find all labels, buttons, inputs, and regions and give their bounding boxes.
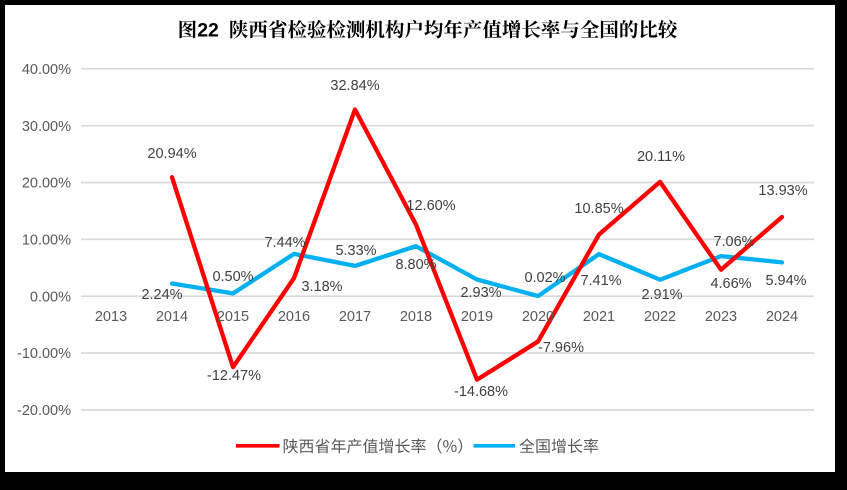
svg-text:3.18%: 3.18% bbox=[301, 279, 342, 295]
svg-text:-12.47%: -12.47% bbox=[207, 368, 261, 384]
svg-text:2017: 2017 bbox=[339, 309, 371, 325]
svg-text:0.02%: 0.02% bbox=[524, 270, 565, 286]
svg-text:2.91%: 2.91% bbox=[641, 287, 682, 303]
svg-text:2020: 2020 bbox=[522, 309, 554, 325]
svg-text:32.84%: 32.84% bbox=[330, 78, 379, 94]
svg-text:22: 22 bbox=[197, 20, 219, 42]
svg-text:20.94%: 20.94% bbox=[147, 146, 196, 162]
svg-text:-7.96%: -7.96% bbox=[538, 340, 584, 356]
svg-text:2018: 2018 bbox=[400, 309, 432, 325]
svg-text:7.41%: 7.41% bbox=[580, 273, 621, 289]
svg-text:-14.68%: -14.68% bbox=[454, 384, 508, 400]
svg-text:30.00%: 30.00% bbox=[22, 119, 71, 135]
svg-text:-10.00%: -10.00% bbox=[17, 346, 71, 362]
svg-text:2023: 2023 bbox=[705, 309, 737, 325]
svg-text:2019: 2019 bbox=[461, 309, 493, 325]
svg-text:2021: 2021 bbox=[583, 309, 615, 325]
svg-text:2022: 2022 bbox=[644, 309, 676, 325]
svg-text:2013: 2013 bbox=[95, 309, 127, 325]
svg-text:4.66%: 4.66% bbox=[710, 276, 751, 292]
svg-text:20.00%: 20.00% bbox=[22, 176, 71, 192]
svg-text:-20.00%: -20.00% bbox=[17, 403, 71, 419]
svg-text:7.06%: 7.06% bbox=[713, 234, 754, 250]
svg-text:8.80%: 8.80% bbox=[395, 257, 436, 273]
svg-text:7.44%: 7.44% bbox=[264, 235, 305, 251]
svg-text:2.93%: 2.93% bbox=[460, 285, 501, 301]
svg-text:0.50%: 0.50% bbox=[212, 269, 253, 285]
svg-text:13.93%: 13.93% bbox=[758, 183, 807, 199]
svg-text:5.33%: 5.33% bbox=[335, 243, 376, 259]
svg-text:2015: 2015 bbox=[217, 309, 249, 325]
svg-text:2024: 2024 bbox=[766, 309, 798, 325]
svg-text:40.00%: 40.00% bbox=[22, 62, 71, 78]
svg-text:2014: 2014 bbox=[156, 309, 188, 325]
svg-text:2016: 2016 bbox=[278, 309, 310, 325]
svg-text:10.85%: 10.85% bbox=[574, 201, 623, 217]
svg-text:0.00%: 0.00% bbox=[30, 289, 71, 305]
svg-text:20.11%: 20.11% bbox=[637, 149, 685, 165]
svg-text:10.00%: 10.00% bbox=[22, 232, 71, 248]
svg-text:5.94%: 5.94% bbox=[765, 273, 806, 289]
svg-text:2.24%: 2.24% bbox=[141, 287, 182, 303]
svg-text:12.60%: 12.60% bbox=[406, 198, 455, 214]
